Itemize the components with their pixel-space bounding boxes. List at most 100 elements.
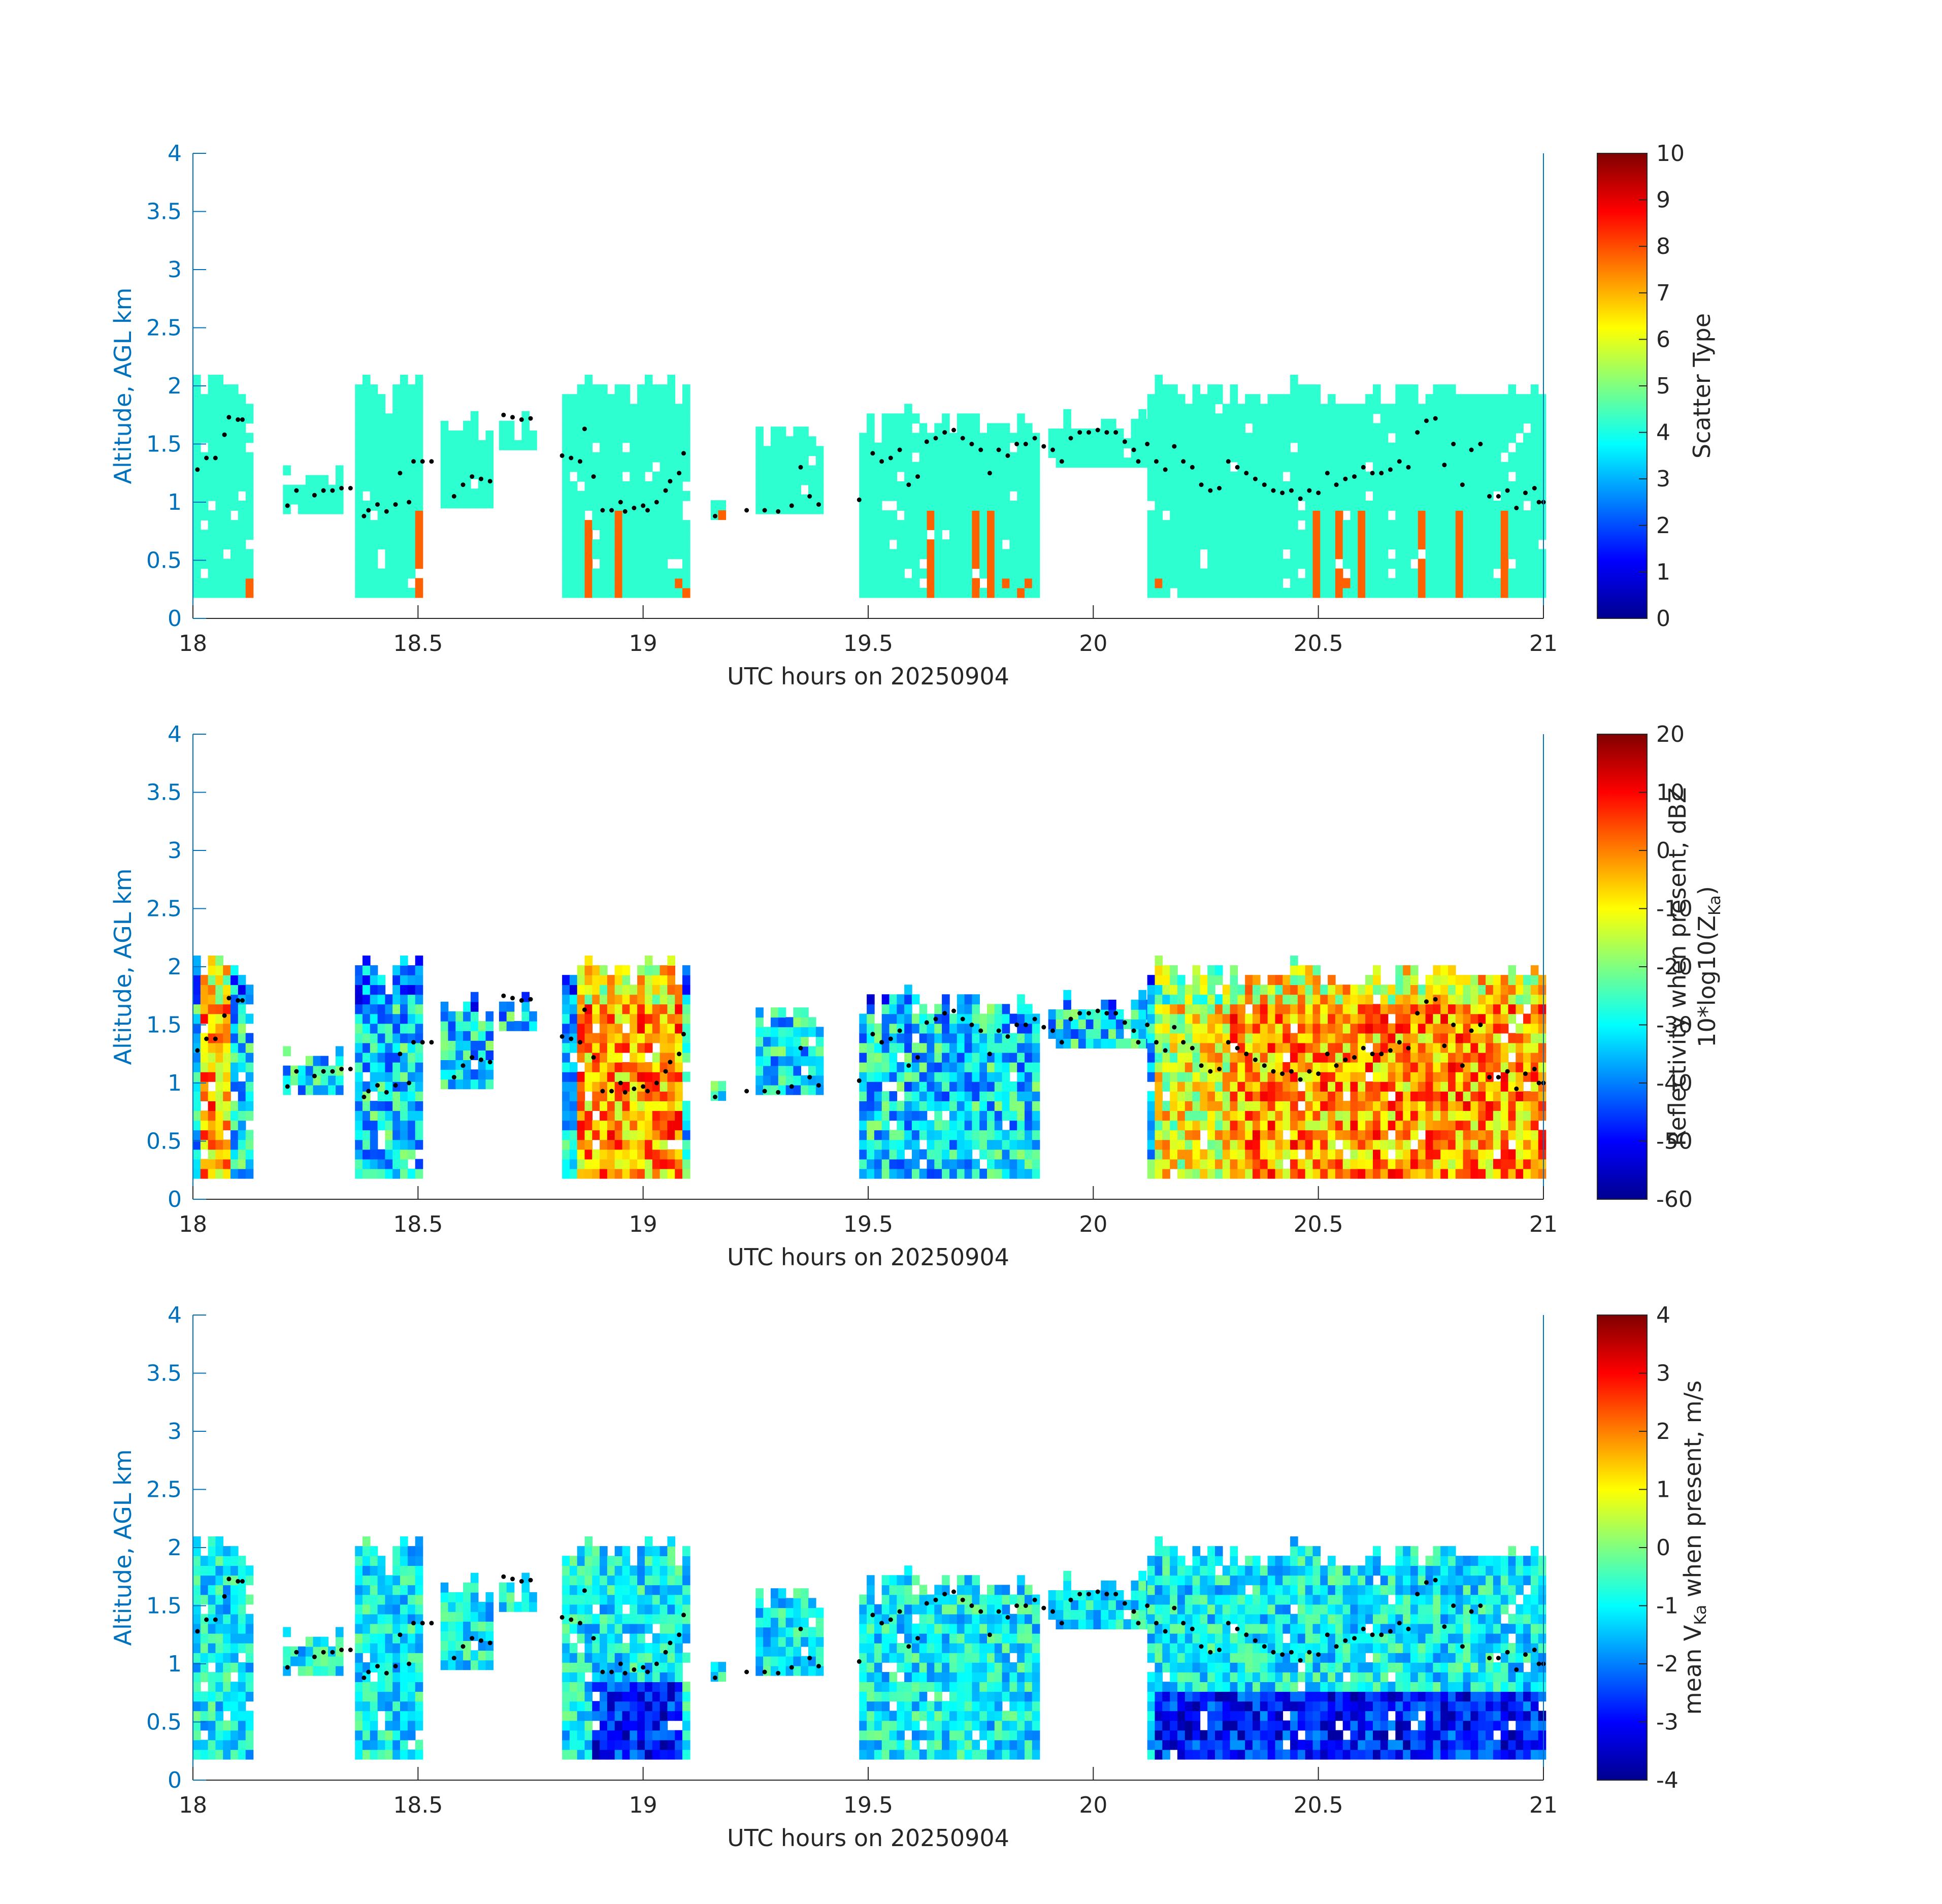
heatmap-cell [1253,394,1261,405]
heatmap-cell [1056,1009,1064,1020]
heatmap-cell [867,1130,875,1140]
cloud-base-point [582,426,587,432]
heatmap-cell [867,1101,875,1111]
heatmap-cell [592,984,600,995]
heatmap-cell [889,1071,898,1082]
heatmap-cell [1523,433,1531,443]
heatmap-cell [1470,1042,1478,1053]
heatmap-cell [927,1033,935,1043]
heatmap-cell [407,1101,416,1111]
heatmap-cell [370,994,378,1005]
heatmap-cell [763,475,771,485]
heatmap-cell [793,475,801,485]
heatmap-cell [208,1091,216,1101]
heatmap-cell [1320,1042,1328,1053]
cloud-base-point [600,508,605,513]
heatmap-cell [904,559,912,569]
heatmap-cell [1170,1062,1178,1072]
heatmap-cell [584,965,593,975]
heatmap-cell [1455,559,1464,569]
heatmap-cell [607,394,615,405]
heatmap-cell [1463,1062,1471,1072]
heatmap-cell [200,578,209,588]
heatmap-cell [400,520,408,531]
heatmap-cell [964,452,973,463]
heatmap-cell [1260,510,1268,520]
heatmap-cell [1358,1023,1366,1034]
heatmap-cell [964,423,973,434]
heatmap-cell [592,490,600,501]
heatmap-cell [1365,1081,1373,1092]
heatmap-cell [363,530,371,540]
heatmap-cell [1025,1110,1033,1121]
heatmap-cell [1200,433,1208,443]
heatmap-cell [1448,1052,1456,1063]
heatmap-cell [223,510,231,520]
heatmap-cell [363,442,371,453]
heatmap-cell [584,1168,593,1179]
heatmap-cell [972,1120,980,1131]
heatmap-cell [1486,530,1494,540]
heatmap-cell [1192,481,1201,491]
heatmap-cell [1350,1013,1359,1024]
heatmap-cell [1418,501,1426,511]
heatmap-cell [400,1023,408,1034]
heatmap-cell [238,559,246,569]
heatmap-cell [1425,1081,1434,1092]
heatmap-cell [208,559,216,569]
heatmap-cell [569,1139,578,1150]
heatmap-cell [630,490,638,501]
heatmap-cell [392,965,401,975]
heatmap-cell [415,1120,423,1131]
heatmap-cell [979,471,988,482]
heatmap-cell [927,1130,935,1140]
heatmap-cell [385,1004,393,1014]
heatmap-cell [881,559,890,569]
heatmap-cell [592,965,600,975]
heatmap-cell [859,501,867,511]
heatmap-cell [637,1110,645,1121]
heatmap-cell [200,433,209,443]
cloud-base-point [1433,416,1438,421]
heatmap-cell [1395,559,1403,569]
heatmap-cell [1433,394,1441,405]
heatmap-cell [470,488,479,499]
heatmap-cell [463,420,471,431]
heatmap-cell [1358,1149,1366,1160]
heatmap-cell [607,1139,615,1150]
heatmap-cell [987,587,995,598]
heatmap-cell [1463,394,1471,405]
heatmap-cell [355,1071,363,1082]
heatmap-cell [972,539,980,550]
heatmap-cell [1500,462,1509,472]
heatmap-cell [1410,490,1419,501]
heatmap-cell [1433,1081,1441,1092]
heatmap-cell [238,587,246,598]
heatmap-cell [600,975,608,986]
heatmap-cell [1063,1029,1071,1039]
heatmap-cell [485,1050,494,1060]
heatmap-cell [1516,530,1524,540]
heatmap-cell [320,1085,328,1095]
heatmap-cell [1002,1101,1010,1111]
cloud-base-point [1226,459,1231,464]
heatmap-cell [1290,1120,1298,1131]
heatmap-cell [562,1062,570,1072]
cloud-base-point [240,417,245,422]
heatmap-cell [215,452,223,463]
heatmap-cell [1192,462,1201,472]
heatmap-cell [1215,471,1223,482]
heatmap-cell [1395,1052,1403,1063]
heatmap-cell [415,1159,423,1169]
heatmap-cell [1017,1052,1025,1063]
heatmap-cell [1237,1159,1245,1169]
heatmap-cell [1260,1110,1268,1121]
heatmap-cell [1267,1091,1276,1101]
heatmap-cell [238,1091,246,1101]
heatmap-cell [355,587,363,598]
heatmap-cell [1425,471,1434,482]
heatmap-cell [1017,510,1025,520]
heatmap-cell [682,1159,690,1169]
heatmap-cell [1508,404,1517,414]
heatmap-cell [919,587,928,598]
